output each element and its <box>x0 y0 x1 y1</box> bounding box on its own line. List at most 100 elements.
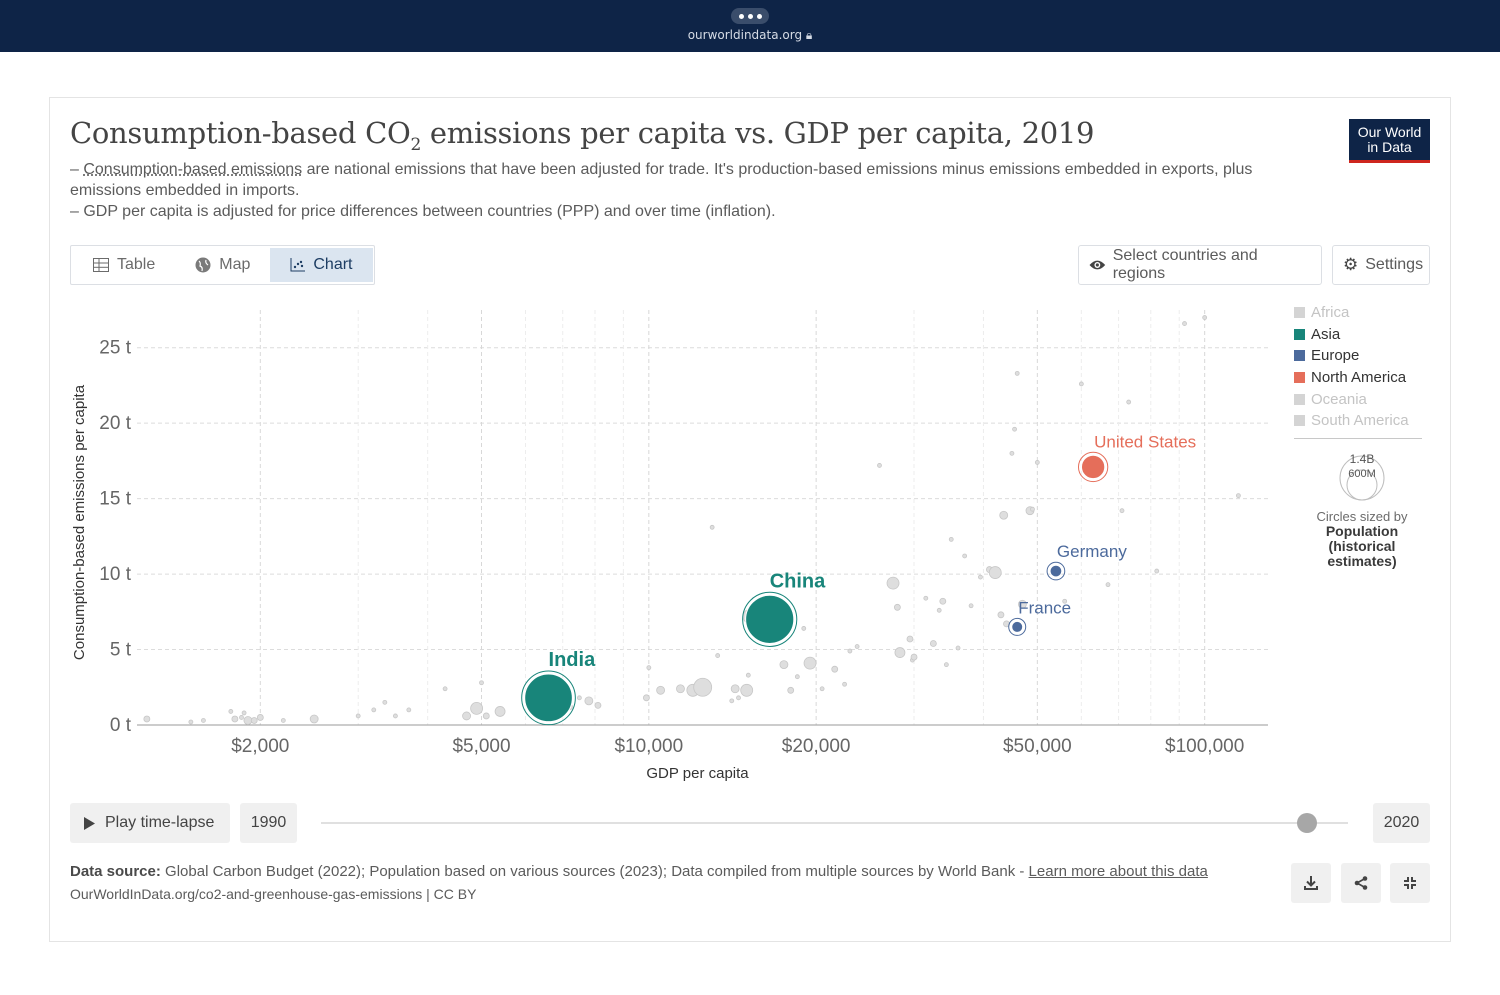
size-legend: 1.4B 600M Circles sized by Population (h… <box>1294 450 1430 569</box>
legend-label: Africa <box>1311 304 1350 322</box>
data-point-background <box>256 714 264 721</box>
y-axis-title: Consumption-based emissions per capita <box>71 384 88 660</box>
legend-item-south-america[interactable]: South America <box>1294 410 1434 432</box>
tab-table[interactable]: Table <box>73 248 175 282</box>
data-point-background <box>988 566 1002 579</box>
timeline-track[interactable] <box>321 822 1348 824</box>
select-countries-button[interactable]: Select countries and regions <box>1078 245 1322 285</box>
timeline: Play time-lapse 1990 2020 <box>70 803 1430 843</box>
x-tick-label: $100,000 <box>1165 736 1244 757</box>
timeline-handle[interactable] <box>1296 813 1317 833</box>
data-point-background <box>382 699 388 705</box>
data-point-background <box>999 510 1009 520</box>
data-point-background <box>1105 582 1111 588</box>
table-icon <box>93 258 109 272</box>
tab-map[interactable]: Map <box>175 248 270 282</box>
start-year-button[interactable]: 1990 <box>240 803 297 843</box>
gear-icon: ⚙︎ <box>1343 255 1359 274</box>
data-point-background <box>371 707 377 713</box>
data-point-background <box>894 647 906 658</box>
data-point-background <box>709 524 715 530</box>
data-point-background <box>406 707 412 713</box>
data-point-background <box>646 665 652 671</box>
size-legend-big: 1.4B <box>1350 452 1375 466</box>
data-point-background <box>393 713 398 719</box>
data-point-background <box>943 662 949 668</box>
data-point-background <box>280 718 286 723</box>
data-point-background <box>740 683 754 697</box>
data-point-background <box>923 595 929 601</box>
chart-card <box>49 97 1451 942</box>
data-point-background <box>594 701 602 709</box>
data-point-background <box>201 718 206 723</box>
data-point-background <box>729 698 735 704</box>
data-point-background <box>801 626 807 631</box>
data-point-background <box>736 695 741 701</box>
browser-top-bar: ourworldindata.org 🔒︎ <box>0 0 1500 52</box>
data-point-background <box>948 536 954 542</box>
data-point-background <box>877 463 882 468</box>
data-point-france <box>1011 620 1024 633</box>
legend-swatch <box>1294 350 1305 362</box>
legend-item-asia[interactable]: Asia <box>1294 324 1434 346</box>
x-tick-label: $5,000 <box>452 736 510 757</box>
eye-icon <box>1089 260 1106 270</box>
data-point-india <box>524 673 573 723</box>
legend-item-north-america[interactable]: North America <box>1294 367 1434 389</box>
data-label-germany: Germany <box>1057 542 1127 561</box>
consumption-emissions-link[interactable]: Consumption-based emissions <box>83 161 303 178</box>
data-point-background <box>1202 315 1208 320</box>
data-point-background <box>241 710 247 716</box>
data-point-background <box>847 648 853 654</box>
size-legend-circles: 1.4B 600M <box>1339 452 1385 501</box>
download-button[interactable] <box>1291 863 1331 903</box>
data-point-background <box>794 674 800 680</box>
lock-icon: 🔒︎ <box>805 28 813 42</box>
legend-label: North America <box>1311 369 1407 387</box>
data-point-background <box>886 576 900 590</box>
owid-logo[interactable]: Our World in Data <box>1349 119 1430 163</box>
data-point-background <box>1236 493 1241 499</box>
data-point-background <box>893 603 901 611</box>
legend-label: Oceania <box>1311 390 1367 408</box>
y-tick-label: 0 t <box>110 715 132 736</box>
y-tick-label: 10 t <box>99 564 131 585</box>
data-point-united-states <box>1080 454 1106 480</box>
play-icon <box>84 816 95 830</box>
data-point-background <box>231 715 239 723</box>
more-options-icon[interactable] <box>731 8 769 24</box>
legend-item-oceania[interactable]: Oceania <box>1294 388 1434 410</box>
data-point-background <box>1014 370 1020 376</box>
tab-chart[interactable]: Chart <box>270 248 373 282</box>
legend-swatch <box>1294 307 1305 319</box>
legend-item-europe[interactable]: Europe <box>1294 345 1434 367</box>
data-point-background <box>643 694 650 702</box>
y-tick-label: 25 t <box>99 338 131 359</box>
play-timelapse-button[interactable]: Play time-lapse <box>70 803 230 843</box>
y-tick-label: 20 t <box>99 413 131 434</box>
data-point-background <box>656 685 666 695</box>
data-point-halo <box>742 591 798 647</box>
exit-fullscreen-button[interactable] <box>1390 863 1430 903</box>
legend-item-africa[interactable]: Africa <box>1294 302 1434 324</box>
legend-swatch <box>1294 393 1305 405</box>
settings-button[interactable]: ⚙︎ Settings <box>1332 245 1430 285</box>
share-button[interactable] <box>1341 863 1381 903</box>
data-point-background <box>250 717 258 724</box>
end-year-button[interactable]: 2020 <box>1373 803 1430 843</box>
data-point-background <box>730 684 740 694</box>
data-point-background <box>1182 321 1187 326</box>
data-point-background <box>494 706 506 717</box>
data-point-background <box>1119 508 1125 514</box>
data-point-background <box>787 686 795 694</box>
size-legend-small: 600M <box>1348 468 1376 480</box>
data-point-background <box>842 681 847 687</box>
data-point-background <box>854 644 860 649</box>
data-point-germany <box>1049 564 1063 578</box>
y-tick-label: 15 t <box>99 489 131 510</box>
data-point-background <box>997 611 1005 619</box>
legend-label: South America <box>1311 412 1409 430</box>
data-point-background <box>1126 399 1132 405</box>
learn-more-link[interactable]: Learn more about this data <box>1028 863 1208 880</box>
browser-url[interactable]: ourworldindata.org 🔒︎ <box>687 28 813 42</box>
